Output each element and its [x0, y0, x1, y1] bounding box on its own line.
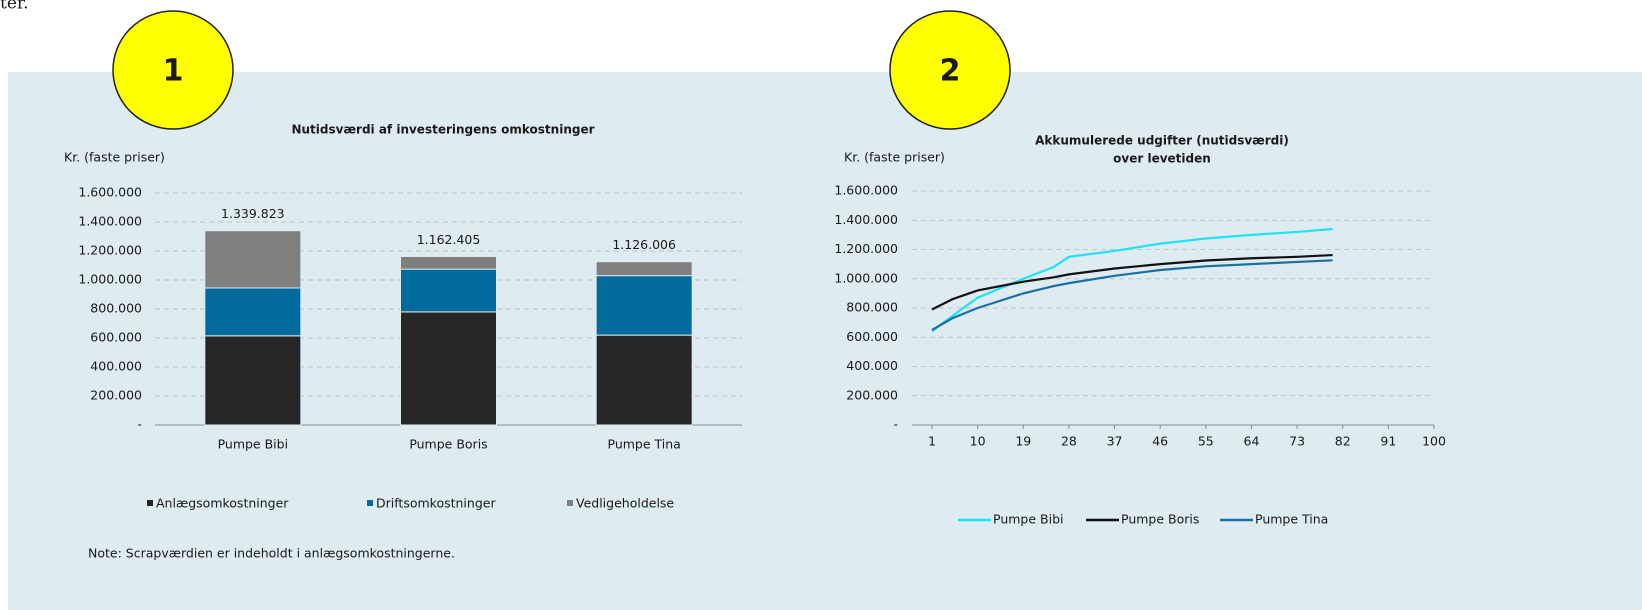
y-tick-label: 1.600.000	[834, 183, 898, 198]
legend-label: Pumpe Boris	[1121, 512, 1199, 527]
x-tick-label: 10	[970, 434, 986, 449]
fragment-text: ter.	[0, 0, 29, 14]
x-tick-label: Pumpe Bibi	[218, 437, 288, 452]
x-tick-label: 55	[1198, 434, 1214, 449]
y-tick-label: 400.000	[846, 358, 898, 373]
line-series	[931, 253, 1333, 311]
badge-label: 2	[940, 54, 961, 89]
y-tick-label: 1.000.000	[834, 270, 898, 285]
y-tick-label: 1.000.000	[78, 272, 142, 287]
bar-segment	[400, 311, 497, 426]
total-label: 1.126.006	[612, 237, 676, 252]
y-tick-label: 600.000	[90, 330, 142, 345]
legend-label: Vedligeholdelse	[576, 496, 674, 511]
y-tick-label: 1.400.000	[834, 212, 898, 227]
x-tick-label: 64	[1244, 434, 1260, 449]
bar-segment	[595, 261, 693, 277]
bar-segment	[400, 255, 497, 270]
legend-swatch	[567, 500, 573, 506]
x-tick-label: Pumpe Boris	[409, 437, 487, 452]
x-tick-label: 91	[1380, 434, 1396, 449]
x-tick-label: 100	[1422, 434, 1446, 449]
y-tick-label: 1.600.000	[78, 185, 142, 200]
total-label: 1.339.823	[221, 206, 285, 221]
y-tick-label: 1.200.000	[834, 241, 898, 256]
x-tick-label: 37	[1107, 434, 1123, 449]
y-tick-label: 1.400.000	[78, 214, 142, 229]
chart-title: Akkumulerede udgifter (nutidsværdi)	[1035, 134, 1289, 148]
chart-title: Nutidsværdi af investeringens omkostning…	[291, 123, 594, 137]
y-axis-label: Kr. (faste priser)	[64, 150, 165, 165]
legend-swatch	[147, 500, 153, 506]
badge-label: 1	[163, 54, 184, 89]
y-tick-label: -	[893, 417, 898, 432]
y-tick-label: 200.000	[846, 387, 898, 402]
bar-segment	[595, 275, 693, 336]
y-tick-label: 1.200.000	[78, 243, 142, 258]
y-tick-label: -	[137, 417, 142, 432]
x-tick-label: 73	[1289, 434, 1305, 449]
legend-label: Anlægsomkostninger	[156, 496, 289, 511]
legend-label: Driftsomkostninger	[376, 496, 496, 511]
total-label: 1.162.405	[417, 232, 481, 247]
y-axis-label: Kr. (faste priser)	[844, 150, 945, 165]
bar-segment	[595, 334, 693, 426]
y-tick-label: 800.000	[90, 301, 142, 316]
y-tick-label: 800.000	[846, 300, 898, 315]
line-series	[931, 227, 1333, 333]
x-tick-label: Pumpe Tina	[608, 437, 681, 452]
bar-segment	[204, 230, 302, 289]
badge-circle	[889, 10, 1011, 130]
bar-segment	[204, 287, 302, 337]
bar-segment	[204, 335, 302, 426]
x-tick-label: 46	[1152, 434, 1168, 449]
bar-segment	[400, 268, 497, 313]
x-tick-label: 19	[1015, 434, 1031, 449]
badge-circle	[112, 10, 234, 130]
line-series	[931, 259, 1333, 331]
chart-title: over levetiden	[1113, 152, 1211, 166]
legend-swatch	[367, 500, 373, 506]
x-tick-label: 82	[1335, 434, 1351, 449]
x-tick-label: 28	[1061, 434, 1077, 449]
legend-label: Pumpe Tina	[1255, 512, 1328, 527]
legend-label: Pumpe Bibi	[993, 512, 1063, 527]
note: Note: Scrapværdien er indeholdt i anlægs…	[88, 546, 455, 561]
y-tick-label: 200.000	[90, 388, 142, 403]
y-tick-label: 400.000	[90, 359, 142, 374]
x-tick-label: 1	[928, 434, 936, 449]
y-tick-label: 600.000	[846, 329, 898, 344]
